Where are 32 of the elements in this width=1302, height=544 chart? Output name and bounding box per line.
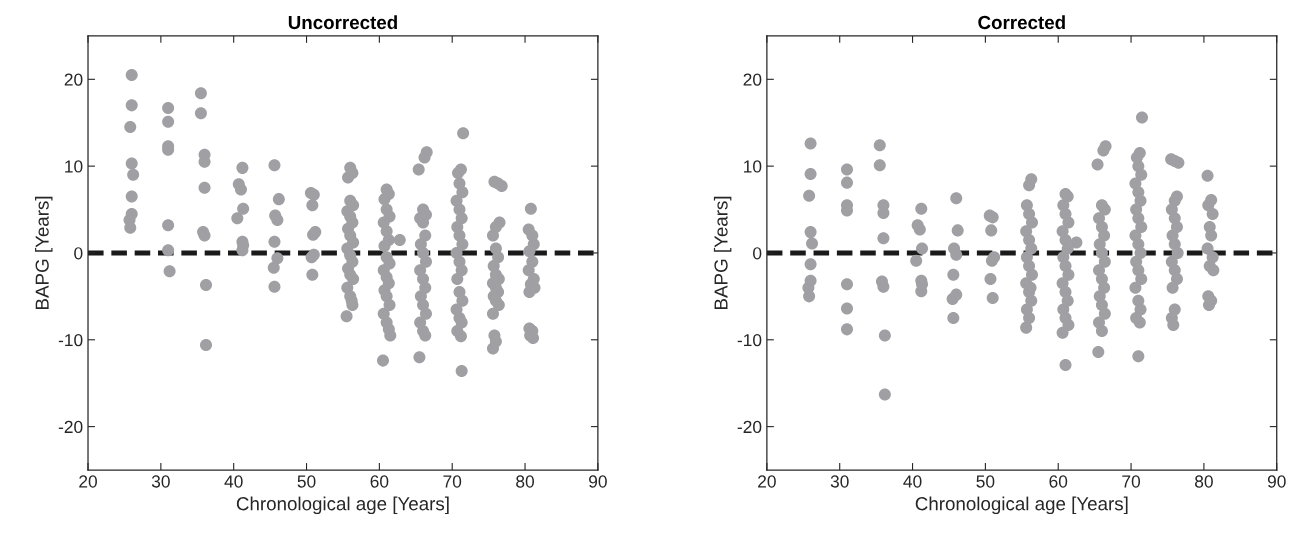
y-tick-label: 20 [64, 73, 83, 86]
y-tick-label: -10 [737, 333, 762, 347]
y-tick-label: 10 [65, 160, 83, 173]
y-tick-label: 20 [743, 73, 762, 86]
x-tick-label: 20 [758, 475, 776, 488]
x-axis-title: Chronological age [Years] [915, 496, 1128, 515]
x-tick-label: 90 [1267, 475, 1286, 488]
x-tick-label: 30 [151, 475, 170, 488]
chart-title: Corrected [978, 15, 1065, 30]
y-tick-label: 0 [753, 247, 762, 260]
y-tick-label: 10 [744, 160, 762, 173]
x-tick-label: 30 [830, 475, 849, 488]
y-tick-label: -20 [737, 420, 762, 434]
x-tick-label: 60 [1049, 475, 1068, 488]
x-tick-label: 60 [370, 475, 389, 488]
x-tick-label: 40 [224, 475, 243, 488]
x-tick-label: 50 [976, 475, 995, 488]
y-tick-label: -20 [58, 420, 83, 434]
y-tick-label: -10 [58, 333, 83, 347]
x-axis-title: Chronological age [Years] [236, 496, 449, 515]
y-tick-label: 0 [74, 247, 83, 260]
x-tick-label: 80 [1195, 475, 1213, 488]
chart-title: Uncorrected [288, 15, 397, 30]
x-tick-label: 70 [443, 475, 462, 488]
x-tick-label: 50 [297, 475, 316, 488]
x-tick-label: 80 [516, 475, 535, 488]
x-tick-label: 20 [79, 475, 97, 488]
y-axis-title: BAPG [Years] [35, 196, 53, 309]
x-tick-label: 70 [1122, 475, 1141, 488]
x-tick-label: 90 [589, 475, 607, 488]
x-tick-label: 40 [903, 475, 922, 488]
y-axis-title: BAPG [Years] [713, 196, 732, 309]
